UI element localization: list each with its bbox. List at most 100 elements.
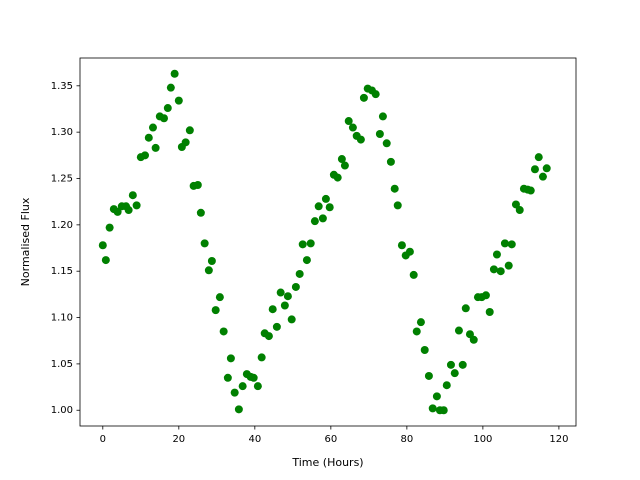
point (200, 239, 209, 248)
y-tick-label: 1.20 (51, 220, 73, 231)
point (337, 155, 346, 164)
point (124, 206, 133, 215)
point (439, 406, 448, 415)
point (230, 388, 239, 397)
point (185, 126, 194, 135)
point (223, 373, 232, 382)
point (287, 315, 296, 324)
point (272, 322, 281, 331)
point (489, 265, 498, 274)
point (238, 382, 247, 391)
point (148, 123, 157, 132)
point (375, 130, 384, 139)
point (280, 301, 289, 310)
point (348, 123, 357, 132)
point (420, 345, 429, 354)
point (321, 194, 330, 203)
y-tick-label: 1.05 (51, 359, 73, 370)
point (386, 157, 395, 166)
point (485, 307, 494, 316)
point (504, 261, 513, 270)
point (211, 306, 220, 315)
point (249, 373, 258, 382)
y-tick-label: 1.25 (51, 174, 73, 185)
point (432, 392, 441, 401)
point (166, 83, 175, 92)
y-tick-label: 1.00 (51, 405, 73, 416)
point (298, 240, 307, 249)
point (314, 202, 323, 211)
y-tick-label: 1.30 (51, 127, 73, 138)
point (496, 267, 505, 276)
x-axis-label: Time (Hours) (291, 456, 363, 469)
point (382, 139, 391, 148)
point (204, 266, 213, 275)
point (257, 353, 266, 362)
point (534, 153, 543, 162)
point (409, 270, 418, 279)
point (151, 143, 160, 152)
point (450, 369, 459, 378)
point (359, 93, 368, 102)
point (98, 241, 107, 250)
point (428, 404, 437, 413)
point (325, 203, 334, 212)
point (163, 104, 172, 113)
point (397, 241, 406, 250)
x-tick-label: 60 (324, 434, 337, 445)
point (276, 288, 285, 297)
point (469, 335, 478, 344)
x-tick-label: 0 (100, 434, 106, 445)
point (105, 223, 114, 232)
point (234, 405, 243, 414)
point (302, 256, 311, 265)
point (318, 214, 327, 223)
point (101, 256, 110, 265)
point (500, 239, 509, 248)
x-tick-label: 80 (400, 434, 413, 445)
y-axis-label: Normalised Flux (19, 197, 32, 286)
point (526, 186, 535, 195)
point (356, 135, 365, 144)
x-tick-label: 20 (172, 434, 185, 445)
y-tick-label: 1.35 (51, 81, 73, 92)
point (193, 180, 202, 189)
point (424, 371, 433, 380)
point (390, 184, 399, 193)
point (219, 327, 228, 336)
point (283, 292, 292, 301)
point (291, 282, 300, 291)
y-tick-label: 1.15 (51, 266, 73, 277)
point (481, 291, 490, 300)
plot-frame (79, 57, 577, 427)
point (340, 161, 349, 170)
point (264, 332, 273, 341)
point (295, 269, 304, 278)
point (226, 354, 235, 363)
point (215, 293, 224, 302)
point (181, 138, 190, 147)
point (492, 250, 501, 259)
point (159, 114, 168, 123)
point (128, 191, 137, 200)
point (113, 207, 122, 216)
x-tick-label: 120 (549, 434, 568, 445)
point (170, 69, 179, 78)
point (371, 90, 380, 99)
point (442, 381, 451, 390)
point (515, 206, 524, 215)
point (144, 133, 153, 142)
point (393, 201, 402, 210)
point (507, 240, 516, 249)
point (132, 201, 141, 210)
point (196, 208, 205, 217)
point (458, 360, 467, 369)
point (310, 217, 319, 226)
point (542, 164, 551, 173)
point (446, 360, 455, 369)
point (416, 318, 425, 327)
point (333, 173, 342, 182)
point (405, 247, 414, 256)
point (268, 305, 277, 314)
